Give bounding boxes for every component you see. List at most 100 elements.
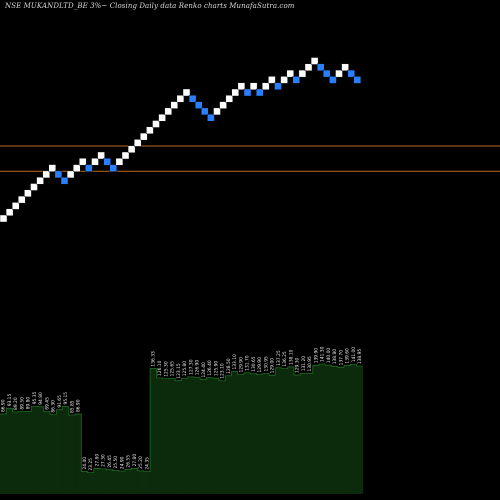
volume-bar	[281, 368, 289, 494]
volume-label: 133.10	[232, 354, 238, 370]
volume-bar	[0, 414, 7, 494]
volume-bar	[344, 365, 351, 494]
renko-brick	[176, 95, 185, 103]
volume-label: 139.90	[313, 348, 319, 364]
volume-label: 129.90	[238, 357, 244, 373]
volume-label: 126.90	[195, 360, 201, 376]
volume-bar	[118, 471, 126, 494]
renko-brick	[317, 63, 325, 71]
volume-bar	[243, 372, 251, 494]
volume-bar	[12, 411, 20, 494]
volume-bar	[356, 366, 364, 494]
volume-bar	[43, 411, 51, 494]
volume-bar	[93, 468, 101, 494]
volume-bar	[125, 469, 132, 494]
volume-bar	[62, 406, 70, 494]
volume-label: 129.30	[295, 357, 301, 373]
volume-bar	[181, 378, 188, 494]
volume-label: 129.90	[257, 357, 263, 373]
volume-label: 93.15	[7, 394, 13, 407]
renko-brick	[91, 158, 99, 166]
renko-brick	[188, 95, 197, 103]
volume-bar	[168, 378, 176, 494]
volume-bar	[287, 366, 295, 494]
volume-bar	[306, 373, 314, 494]
volume-label: 129.00	[270, 358, 276, 374]
renko-brick	[231, 88, 240, 97]
renko-brick	[115, 158, 124, 166]
volume-label: 27.80	[94, 454, 100, 467]
renko-brick	[140, 132, 148, 141]
volume-label: 24.40	[82, 457, 88, 470]
renko-brick	[304, 63, 313, 71]
volume-bar	[143, 471, 151, 494]
renko-brick	[201, 107, 209, 116]
renko-brick	[353, 76, 361, 84]
volume-label: 130.65	[251, 356, 257, 372]
volume-label: 26.55	[126, 455, 132, 468]
volume-label: 130.95	[263, 356, 269, 372]
volume-bar	[268, 375, 276, 494]
volume-label: 126.40	[207, 360, 213, 376]
volume-bar	[175, 380, 182, 494]
renko-brick	[66, 170, 75, 179]
volume-label: 136.33	[151, 351, 157, 367]
volume-bar	[237, 374, 245, 494]
volume-bar	[137, 470, 145, 494]
renko-brick	[243, 88, 252, 97]
volume-bar	[350, 364, 357, 494]
volume-label: 131.20	[301, 356, 307, 372]
volume-label: 138.95	[357, 349, 363, 365]
volume-label: 24.35	[144, 457, 150, 470]
volume-label: 85.85	[69, 400, 75, 413]
volume-bar	[231, 371, 238, 494]
volume-label: 138.10	[288, 349, 294, 365]
volume-label: 27.80	[132, 454, 138, 467]
volume-label: 27.30	[101, 454, 107, 467]
renko-brick	[219, 101, 227, 109]
volume-label: 25.50	[113, 456, 119, 469]
renko-brick	[146, 126, 154, 135]
volume-bar	[100, 468, 107, 494]
volume-label: 126.10	[157, 360, 163, 376]
volume-bar	[262, 373, 270, 494]
volume-label: 86.90	[76, 399, 82, 412]
volume-bar	[331, 366, 339, 494]
renko-brick	[286, 69, 294, 78]
volume-bar	[6, 408, 13, 494]
reference-lines	[0, 145, 500, 172]
volume-bar	[25, 411, 32, 494]
volume-bar	[56, 409, 63, 494]
renko-brick	[48, 164, 56, 172]
volume-bar	[81, 471, 88, 494]
volume-bar	[150, 368, 157, 494]
volume-bar	[87, 472, 95, 494]
renko-brick	[182, 88, 191, 97]
renko-brick	[341, 63, 349, 71]
volume-bar	[256, 374, 264, 494]
volume-label: 127.30	[188, 359, 194, 375]
volume-label: 86.90	[1, 399, 7, 412]
volume-label: 24.90	[119, 456, 125, 469]
renko-brick	[237, 82, 246, 90]
volume-label: 25.20	[138, 456, 144, 469]
renko-bricks	[0, 57, 361, 223]
renko-brick	[72, 164, 81, 172]
volume-bar	[325, 365, 332, 494]
volume-bar	[225, 375, 232, 494]
volume-bar	[31, 406, 38, 494]
volume-label: 94.80	[38, 392, 44, 405]
volume-bar	[50, 414, 57, 494]
renko-brick	[256, 88, 264, 97]
volume-label: 140.00	[326, 348, 332, 364]
renko-brick	[11, 202, 20, 210]
volume-bar	[200, 379, 207, 494]
volume-label: 141.00	[351, 347, 357, 363]
volume-bar	[275, 367, 282, 494]
renko-brick	[323, 69, 331, 78]
volume-label: 128.50	[226, 358, 232, 374]
volume-labels: 86.90 93.15 89.20 89.50 89.80 95.35 94.80 89.45…	[1, 346, 364, 470]
renko-brick	[268, 76, 276, 84]
